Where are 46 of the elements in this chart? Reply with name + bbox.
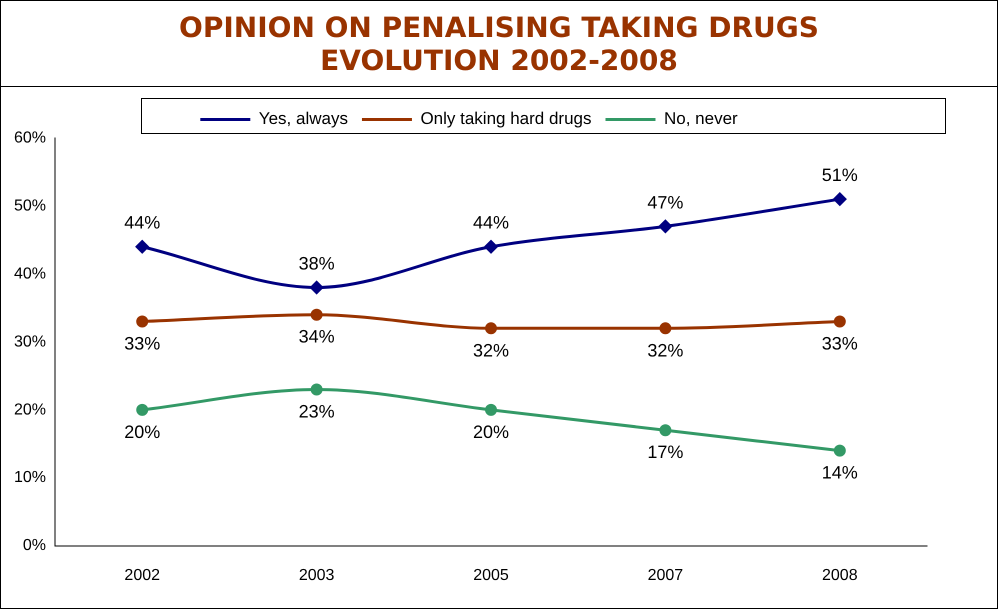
point <box>484 240 498 254</box>
data-label: 32% <box>647 340 684 360</box>
y-tick-label: 60% <box>14 129 46 146</box>
point <box>485 322 498 334</box>
x-tick-label: 2005 <box>473 566 509 584</box>
y-tick-label: 40% <box>14 265 46 282</box>
data-label: 32% <box>472 340 510 360</box>
chart-title: OPINION ON PENALISING TAKING DRUGS EVOLUTION 2002-2008 <box>1 1 997 87</box>
point <box>136 316 148 328</box>
point <box>136 240 149 254</box>
y-tick-label: 30% <box>14 333 46 350</box>
data-label: 34% <box>298 326 335 347</box>
legend-label: Only taking hard drugs <box>420 109 592 128</box>
legend-label: Yes, always <box>258 109 348 128</box>
data-label: 51% <box>822 165 858 186</box>
legend-label: No, never <box>664 109 738 128</box>
point <box>658 220 672 233</box>
data-label: 14% <box>822 462 858 483</box>
data-label: 17% <box>647 442 684 462</box>
y-tick-label: 10% <box>14 469 46 486</box>
point <box>310 383 323 396</box>
data-label: 20% <box>124 422 160 442</box>
data-label: 20% <box>472 422 510 442</box>
y-tick-label: 0% <box>22 537 46 554</box>
point <box>136 404 148 416</box>
point <box>659 424 672 436</box>
data-label: 47% <box>647 192 684 212</box>
data-label: 44% <box>472 212 510 233</box>
data-label: 38% <box>298 253 335 274</box>
data-label: 23% <box>298 401 335 422</box>
x-tick-label: 2007 <box>648 566 684 584</box>
x-tick-label: 2008 <box>822 566 858 584</box>
x-tick-label: 2002 <box>124 566 160 584</box>
y-tick-label: 20% <box>14 401 46 418</box>
point <box>310 281 324 294</box>
data-label: 33% <box>822 333 858 354</box>
data-label: 33% <box>124 333 160 354</box>
point <box>834 444 846 457</box>
x-tick-label: 2003 <box>298 566 335 584</box>
data-label: 44% <box>124 212 160 233</box>
point <box>485 404 498 416</box>
point <box>659 322 672 334</box>
y-tick-label: 50% <box>14 197 46 214</box>
point <box>834 316 846 328</box>
point <box>833 192 846 206</box>
point <box>310 308 323 321</box>
